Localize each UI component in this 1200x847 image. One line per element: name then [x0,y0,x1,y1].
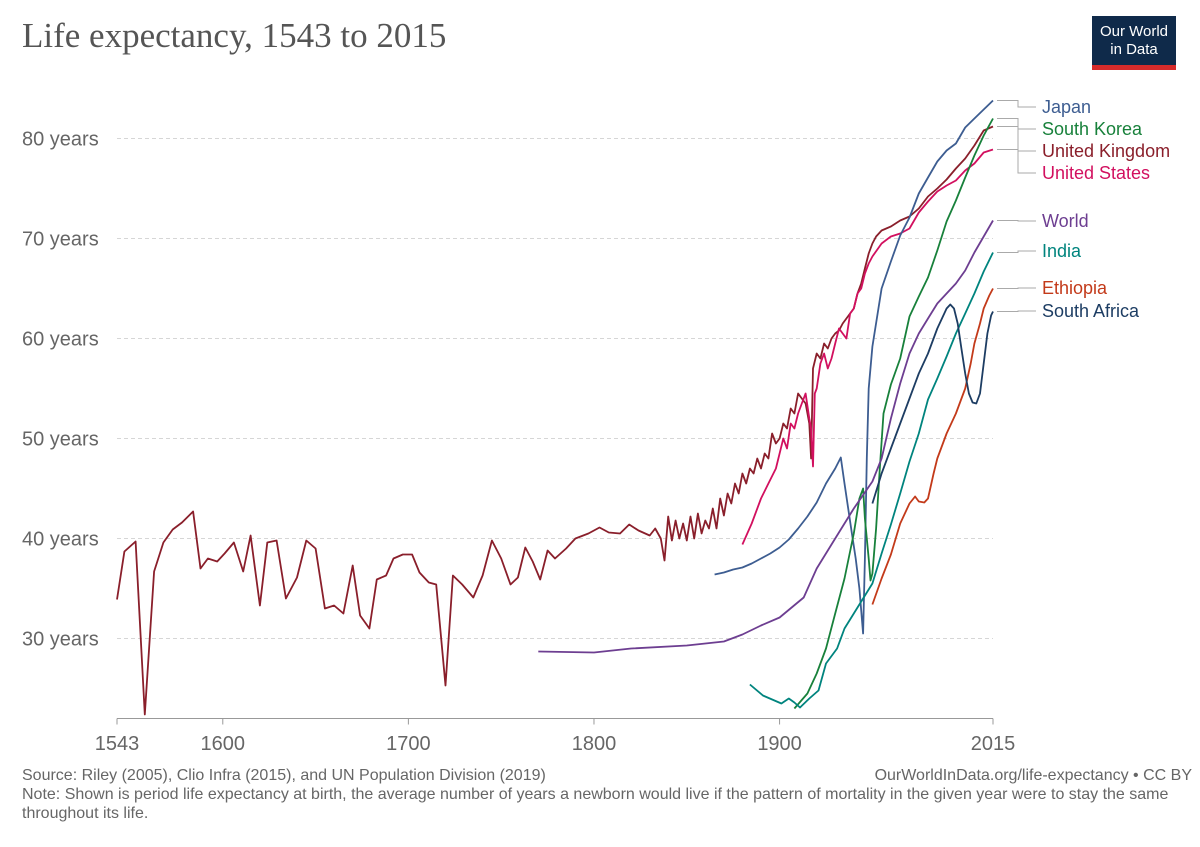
series-line-japan [714,99,994,635]
series-label-south-africa: South Africa [1042,301,1140,321]
chart-title: Life expectancy, 1543 to 2015 [22,16,447,55]
y-tick-label: 30 years [22,629,99,651]
series-label-south-korea: South Korea [1042,119,1143,139]
label-connector-united-kingdom [997,126,1036,152]
y-tick-label: 80 years [22,129,99,151]
series-line-south-africa [871,303,994,504]
series-line-united-kingdom [116,125,994,716]
label-connector-south-korea [997,118,1036,130]
logo-line1: Our World [1099,23,1169,40]
series-line-world [538,220,994,654]
method-note: Note: Shown is period life expectancy at… [22,786,1169,822]
y-tick-label: 40 years [22,529,99,551]
line-chart: 30 years 40 years 50 years 60 years 70 years… [22,97,1170,755]
series-line-ethiopia [871,288,994,605]
x-tick-label: 1600 [201,733,246,755]
series-line-south-korea [793,118,994,710]
label-connector-japan [997,100,1036,108]
source-url[interactable]: OurWorldInData.org/life-expectancy • CC … [874,767,1192,784]
series-label-japan: Japan [1042,97,1091,117]
logo-accent-bar [1092,65,1176,70]
series-line-united-states [741,148,994,545]
label-connector-united-states [997,149,1036,174]
series-label-india: India [1042,241,1082,261]
series-line-india [749,252,994,709]
series-label-ethiopia: Ethiopia [1042,278,1108,298]
x-tick-label: 1900 [757,733,802,755]
series-label-united-states: United States [1042,163,1150,183]
y-tick-label: 50 years [22,429,99,451]
owid-logo[interactable]: Our World in Data [1092,16,1176,70]
logo-line2: in Data [1110,41,1158,58]
y-tick-label: 70 years [22,229,99,251]
series-label-united-kingdom: United Kingdom [1042,141,1170,161]
source-note: Source: Riley (2005), Clio Infra (2015),… [22,767,546,784]
x-tick-label: 1700 [386,733,431,755]
x-tick-label: 1543 [95,733,140,755]
label-connector-world [997,220,1036,222]
x-tick-label: 1800 [572,733,617,755]
label-connector-ethiopia [997,287,1036,289]
y-tick-label: 60 years [22,329,99,351]
label-connector-india [997,250,1036,253]
label-connector-south-africa [997,310,1036,312]
series-label-world: World [1042,211,1089,231]
footer: Source: Riley (2005), Clio Infra (2015),… [22,766,1192,823]
x-tick-label: 2015 [971,733,1016,755]
